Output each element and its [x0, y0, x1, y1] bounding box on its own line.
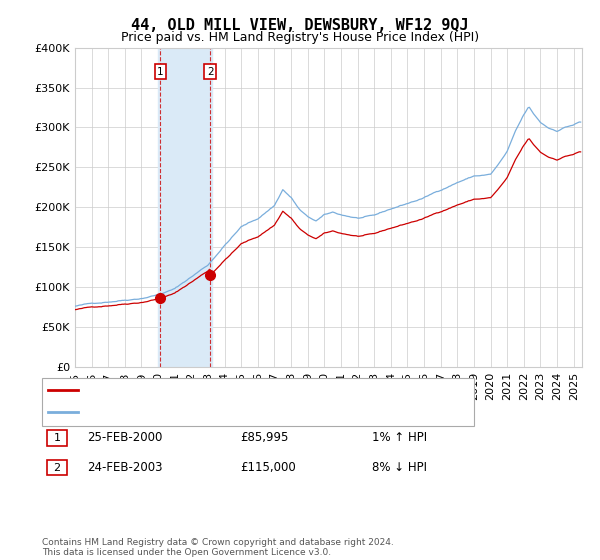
Text: Contains HM Land Registry data © Crown copyright and database right 2024.
This d: Contains HM Land Registry data © Crown c… — [42, 538, 394, 557]
Text: 25-FEB-2000: 25-FEB-2000 — [87, 431, 163, 445]
Text: 1: 1 — [53, 433, 61, 443]
Text: 8% ↓ HPI: 8% ↓ HPI — [372, 461, 427, 474]
Text: 1% ↑ HPI: 1% ↑ HPI — [372, 431, 427, 445]
Text: £115,000: £115,000 — [240, 461, 296, 474]
Text: 1: 1 — [157, 67, 164, 77]
Text: HPI: Average price, detached house, Kirklees: HPI: Average price, detached house, Kirk… — [84, 407, 319, 417]
Text: 2: 2 — [53, 463, 61, 473]
Text: 2: 2 — [207, 67, 214, 77]
Text: 24-FEB-2003: 24-FEB-2003 — [87, 461, 163, 474]
Text: 44, OLD MILL VIEW, DEWSBURY, WF12 9QJ: 44, OLD MILL VIEW, DEWSBURY, WF12 9QJ — [131, 18, 469, 33]
Bar — [158, 48, 212, 367]
Text: Price paid vs. HM Land Registry's House Price Index (HPI): Price paid vs. HM Land Registry's House … — [121, 31, 479, 44]
Text: 44, OLD MILL VIEW, DEWSBURY, WF12 9QJ (detached house): 44, OLD MILL VIEW, DEWSBURY, WF12 9QJ (d… — [84, 385, 400, 395]
Text: £85,995: £85,995 — [240, 431, 289, 445]
